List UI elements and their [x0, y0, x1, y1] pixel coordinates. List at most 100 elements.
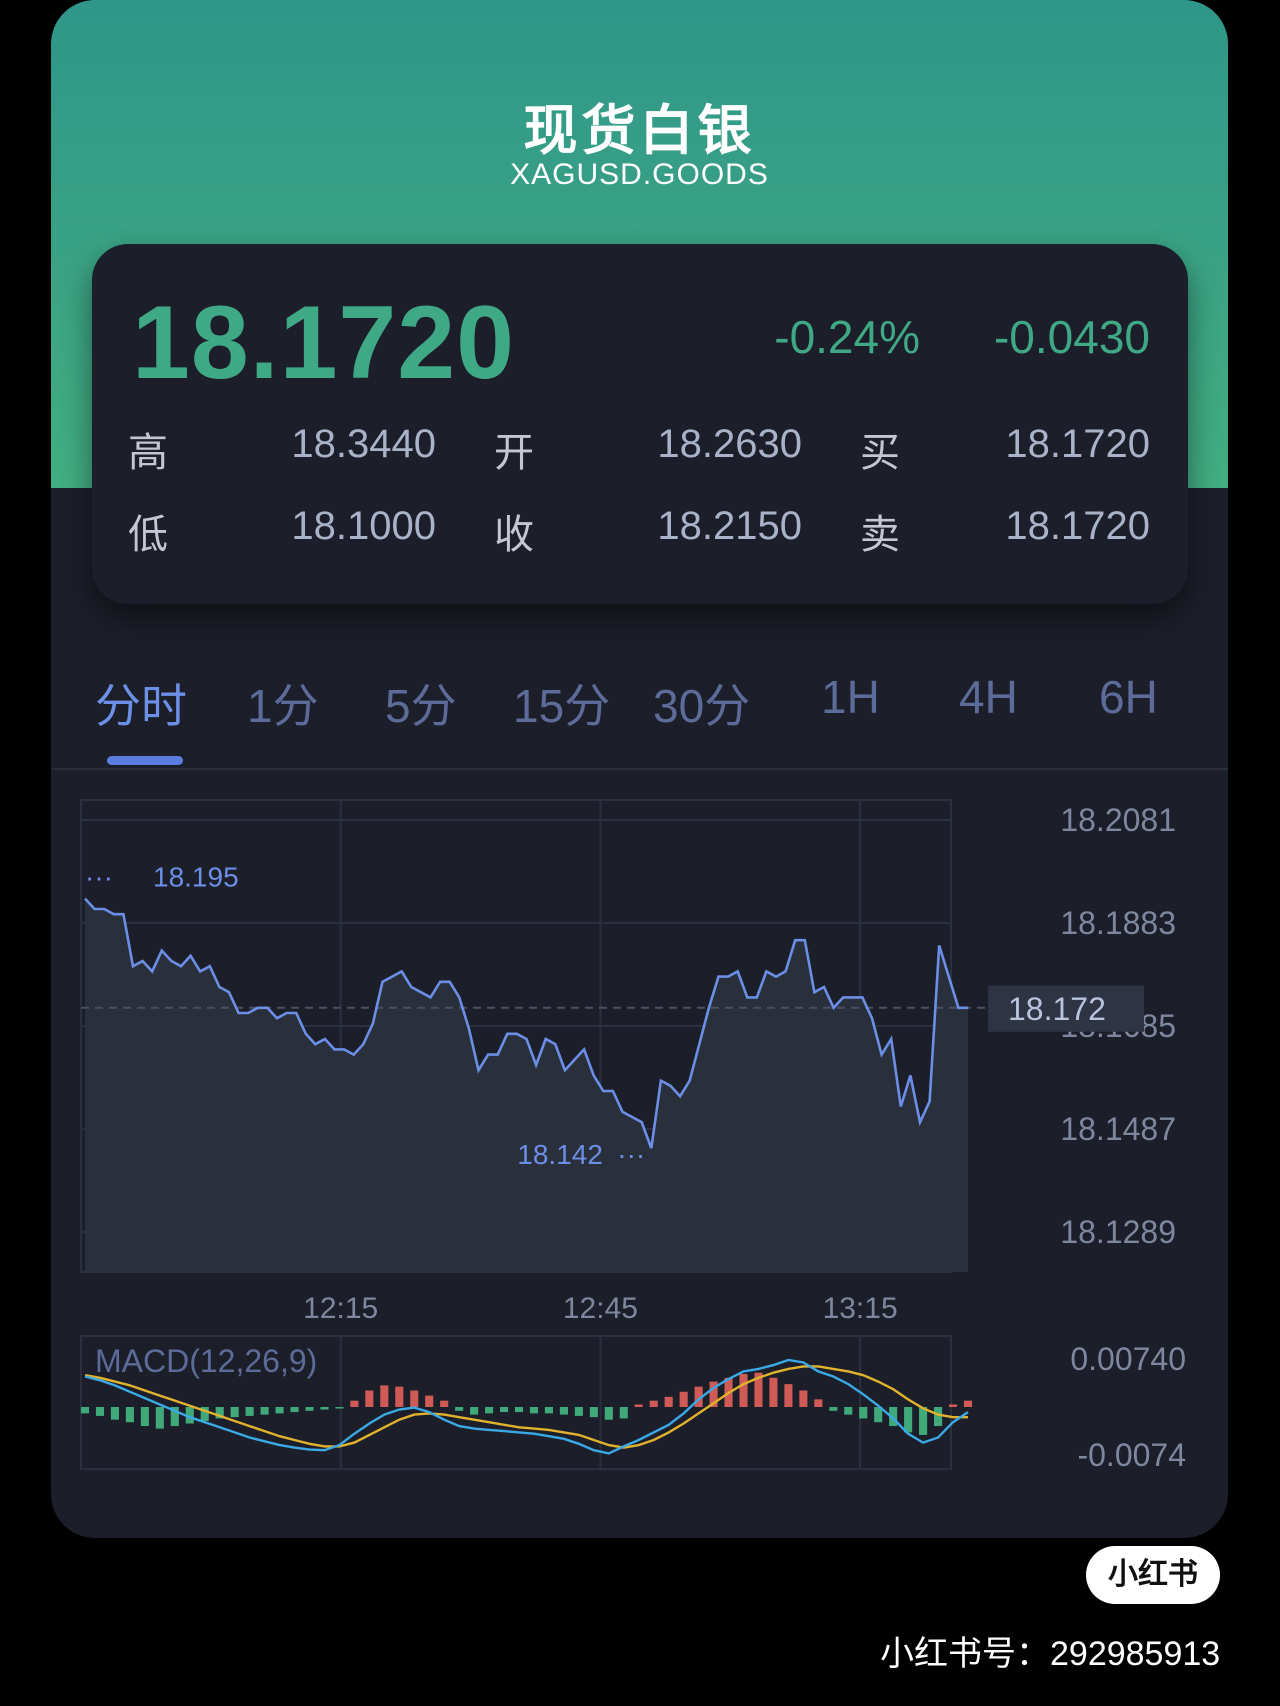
- macd-histogram-bar: [440, 1400, 449, 1407]
- timeframe-tabs: 分时 1分 5分 15分 30分 1H 4H 6H: [51, 670, 1228, 770]
- macd-histogram-bar: [844, 1407, 853, 1415]
- macd-histogram-bar: [514, 1407, 524, 1413]
- macd-histogram-bar: [275, 1407, 284, 1414]
- sell-value: 18.1720: [1005, 504, 1150, 548]
- tab-timeshare[interactable]: 分时: [95, 680, 187, 732]
- macd-histogram-bar: [80, 1407, 90, 1414]
- macd-histogram-bar: [200, 1407, 209, 1421]
- last-price: 18.1720: [132, 285, 515, 401]
- macd-histogram-bar: [604, 1407, 613, 1420]
- macd-histogram-bar: [904, 1407, 913, 1433]
- macd-histogram-bar: [380, 1385, 389, 1407]
- quote-panel: 现货白银 XAGUSD.GOODS 18.1720 -0.24% -0.0430…: [51, 0, 1228, 1538]
- macd-histogram-bar: [455, 1407, 464, 1411]
- macd-histogram-bar: [859, 1407, 868, 1419]
- macd-histogram-bar: [170, 1407, 179, 1427]
- high-label: 高: [128, 430, 168, 476]
- price-y-tick: 18.1289: [1060, 1214, 1176, 1250]
- macd-histogram-bar: [754, 1372, 763, 1407]
- macd-plot-frame: [80, 1335, 952, 1470]
- macd-dea-line: [84, 1365, 968, 1449]
- tab-4h[interactable]: 4H: [959, 671, 1018, 723]
- macd-histogram-bar: [649, 1400, 658, 1407]
- macd-histogram-bar: [634, 1404, 643, 1407]
- macd-histogram-bar: [110, 1407, 119, 1420]
- macd-histogram-bar: [799, 1390, 808, 1407]
- macd-histogram-bar: [709, 1381, 718, 1407]
- macd-histogram-bar: [485, 1407, 494, 1414]
- price-y-tick: 18.1883: [1060, 905, 1176, 941]
- macd-histogram-bar: [95, 1407, 105, 1416]
- current-price-tag: [988, 985, 1144, 1032]
- macd-histogram-bar: [185, 1407, 194, 1424]
- macd-histogram-bar: [769, 1377, 778, 1407]
- macd-histogram-bar: [889, 1407, 898, 1427]
- macd-histogram-bar: [350, 1400, 359, 1407]
- macd-label: MACD(12,26,9): [95, 1343, 317, 1379]
- tab-1h[interactable]: 1H: [821, 671, 880, 723]
- macd-histogram-bar: [559, 1407, 568, 1415]
- tab-6h[interactable]: 6H: [1099, 671, 1158, 723]
- macd-histogram-bar: [694, 1386, 703, 1407]
- macd-histogram-bar: [320, 1407, 329, 1410]
- macd-histogram-bar: [934, 1407, 943, 1427]
- macd-histogram-bar: [948, 1404, 958, 1407]
- buy-value: 18.1720: [1005, 422, 1150, 466]
- tab-1m[interactable]: 1分: [247, 680, 319, 732]
- macd-y-tick-bottom: -0.0074: [1077, 1437, 1186, 1473]
- min-price-marker: ···: [617, 1139, 645, 1170]
- macd-histogram-bar: [784, 1384, 793, 1407]
- open-value: 18.2630: [657, 422, 802, 466]
- macd-histogram-bar: [739, 1373, 748, 1407]
- macd-histogram-bar: [574, 1407, 583, 1416]
- macd-histogram-bar: [589, 1407, 598, 1418]
- macd-histogram-bar: [215, 1407, 224, 1419]
- high-value: 18.3440: [291, 422, 436, 466]
- price-y-tick: 18.1487: [1060, 1111, 1176, 1147]
- macd-histogram-bar: [470, 1407, 479, 1415]
- macd-histogram-bar: [814, 1399, 823, 1407]
- tab-15m[interactable]: 15分: [513, 680, 611, 732]
- tab-5m[interactable]: 5分: [385, 680, 457, 732]
- min-price-label: 18.142: [517, 1139, 603, 1170]
- tab-30m[interactable]: 30分: [653, 680, 751, 732]
- macd-histogram-bar: [335, 1407, 344, 1409]
- time-axis-tick: 13:15: [823, 1292, 898, 1325]
- price-line: [84, 897, 968, 1149]
- current-price-label: 18.172: [1008, 991, 1106, 1027]
- buy-label: 买: [860, 430, 900, 476]
- sell-label: 卖: [860, 512, 900, 558]
- macd-histogram-bar: [829, 1407, 838, 1411]
- max-price-label: 18.195: [153, 862, 239, 893]
- instrument-symbol: XAGUSD.GOODS: [510, 158, 769, 191]
- quote-summary-card: 18.1720 -0.24% -0.0430 高 18.3440 开 18.26…: [92, 244, 1188, 604]
- active-tab-indicator: [107, 756, 183, 765]
- time-axis-tick: 12:15: [303, 1292, 378, 1325]
- macd-histogram-bar: [664, 1396, 673, 1407]
- macd-histogram-bar: [305, 1407, 314, 1411]
- low-label: 低: [128, 512, 168, 558]
- macd-histogram-bar: [125, 1407, 134, 1423]
- max-price-marker: ···: [85, 862, 113, 893]
- macd-histogram-bar: [500, 1407, 509, 1413]
- close-value: 18.2150: [657, 504, 802, 548]
- macd-dif-line: [84, 1358, 969, 1455]
- macd-histogram-bar: [874, 1407, 883, 1423]
- macd-histogram-bar: [529, 1407, 539, 1414]
- macd-histogram-bar: [679, 1391, 688, 1407]
- macd-histogram-bar: [963, 1400, 973, 1407]
- change-percent: -0.24%: [774, 311, 920, 363]
- price-y-tick: 18.2081: [1060, 802, 1176, 838]
- macd-histogram-bar: [395, 1386, 404, 1407]
- instrument-title: 现货白银: [523, 99, 756, 162]
- change-amount: -0.0430: [993, 311, 1150, 363]
- macd-histogram-bar: [290, 1407, 299, 1413]
- macd-histogram-bar: [260, 1407, 269, 1415]
- macd-histogram-bar: [619, 1407, 628, 1419]
- macd-y-tick-top: 0.00740: [1070, 1341, 1186, 1377]
- macd-histogram-bar: [544, 1407, 553, 1414]
- price-area-fill: [85, 898, 968, 1272]
- macd-histogram-bar: [155, 1407, 164, 1429]
- macd-histogram-bar: [230, 1407, 239, 1418]
